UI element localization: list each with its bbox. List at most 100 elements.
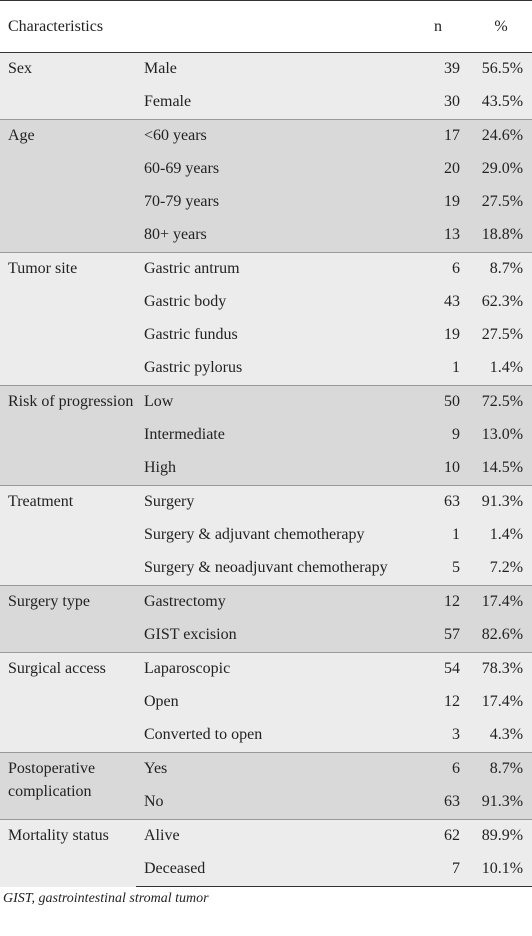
table-row: Gastric pylorus 1 1.4%	[0, 352, 532, 386]
row-n: 39	[414, 52, 463, 86]
row-n: 5	[414, 552, 463, 586]
table-row: No 63 91.3%	[0, 786, 532, 820]
table-row: Deceased 7 10.1%	[0, 853, 532, 887]
row-n: 20	[414, 153, 463, 186]
table-row: Age <60 years 17 24.6%	[0, 119, 532, 253]
row-n: 6	[414, 752, 463, 786]
row-percent: 91.3%	[462, 786, 532, 820]
row-percent: 18.8%	[462, 219, 532, 253]
row-percent: 7.2%	[462, 552, 532, 586]
table-row: Intermediate 9 13.0%	[0, 419, 532, 452]
row-value: 60-69 years	[136, 153, 415, 186]
row-value: Yes	[136, 752, 415, 786]
header-percent: %	[462, 0, 532, 53]
row-n: 17	[414, 119, 463, 153]
table-row: Surgery & neoadjuvant chemotherapy 5 7.2%	[0, 552, 532, 586]
row-percent: 8.7%	[462, 752, 532, 786]
row-n: 10	[414, 452, 463, 486]
row-n: 1	[414, 519, 463, 552]
group-label: Sex	[0, 52, 136, 120]
row-value: Open	[136, 686, 415, 719]
table-row: Treatment Surgery 63 91.3%	[0, 485, 532, 586]
row-n: 62	[414, 819, 463, 853]
row-value: Gastrectomy	[136, 585, 415, 619]
row-percent: 78.3%	[462, 652, 532, 686]
row-percent: 62.3%	[462, 286, 532, 319]
row-n: 63	[414, 786, 463, 820]
row-percent: 13.0%	[462, 419, 532, 452]
row-percent: 17.4%	[462, 585, 532, 619]
row-value: Alive	[136, 819, 415, 853]
row-value: GIST excision	[136, 619, 415, 653]
row-percent: 1.4%	[462, 352, 532, 386]
row-value: Male	[136, 52, 415, 86]
header-n: n	[414, 0, 463, 53]
row-value: Laparoscopic	[136, 652, 415, 686]
row-value: Intermediate	[136, 419, 415, 452]
table-row: Tumor site Gastric antrum 6 8.7%	[0, 252, 532, 386]
row-value: Female	[136, 86, 415, 120]
row-percent: 4.3%	[462, 719, 532, 753]
row-percent: 10.1%	[462, 853, 532, 887]
group-label: Surgery type	[0, 585, 136, 653]
row-percent: 27.5%	[462, 186, 532, 219]
row-n: 7	[414, 853, 463, 887]
row-percent: 24.6%	[462, 119, 532, 153]
table-row: Surgery & adjuvant chemotherapy 1 1.4%	[0, 519, 532, 552]
group-label: Mortality status	[0, 819, 136, 887]
row-percent: 14.5%	[462, 452, 532, 486]
header-row: Characteristics n %	[0, 0, 532, 53]
table-footnote: GIST, gastrointestinal stromal tumor	[3, 891, 209, 906]
table-row: Sex Male 39 56.5%	[0, 52, 532, 120]
characteristics-table: Characteristics n % Sex Male 39 56.5% Female…	[0, 0, 532, 887]
row-value: No	[136, 786, 415, 820]
table-row: High 10 14.5%	[0, 452, 532, 486]
row-value: Deceased	[136, 853, 415, 887]
table-row: Converted to open 3 4.3%	[0, 719, 532, 753]
row-n: 57	[414, 619, 463, 653]
row-value: Gastric body	[136, 286, 415, 319]
row-percent: 72.5%	[462, 385, 532, 419]
row-n: 13	[414, 219, 463, 253]
row-n: 9	[414, 419, 463, 452]
row-percent: 8.7%	[462, 252, 532, 286]
table-row: Gastric fundus 19 27.5%	[0, 319, 532, 352]
row-n: 12	[414, 585, 463, 619]
table-row: Female 30 43.5%	[0, 86, 532, 120]
header-characteristics: Characteristics	[0, 0, 415, 53]
table-row: Open 12 17.4%	[0, 686, 532, 719]
row-value: Surgery & neoadjuvant chemotherapy	[136, 552, 415, 586]
table-row: 60-69 years 20 29.0%	[0, 153, 532, 186]
row-value: 70-79 years	[136, 186, 415, 219]
row-n: 43	[414, 286, 463, 319]
row-n: 12	[414, 686, 463, 719]
table-row: Mortality status Alive 62 89.9%	[0, 819, 532, 887]
row-percent: 29.0%	[462, 153, 532, 186]
table-row: Surgical access Laparoscopic 54 78.3%	[0, 652, 532, 753]
table-header: Characteristics n %	[0, 0, 532, 53]
group-label: Age	[0, 119, 136, 253]
row-percent: 27.5%	[462, 319, 532, 352]
table-row: GIST excision 57 82.6%	[0, 619, 532, 653]
row-n: 50	[414, 385, 463, 419]
table-row: Postoperative complication Yes 6 8.7%	[0, 752, 532, 820]
row-value: Surgery	[136, 485, 415, 519]
row-value: Gastric pylorus	[136, 352, 415, 386]
table-body: Sex Male 39 56.5% Female 30 43.5% Age <60 years 1…	[0, 52, 532, 887]
table-row: 70-79 years 19 27.5%	[0, 186, 532, 219]
row-n: 19	[414, 319, 463, 352]
row-value: 80+ years	[136, 219, 415, 253]
row-value: Converted to open	[136, 719, 415, 753]
row-value: Gastric fundus	[136, 319, 415, 352]
row-percent: 82.6%	[462, 619, 532, 653]
row-percent: 43.5%	[462, 86, 532, 120]
row-percent: 17.4%	[462, 686, 532, 719]
row-percent: 1.4%	[462, 519, 532, 552]
row-n: 3	[414, 719, 463, 753]
row-percent: 56.5%	[462, 52, 532, 86]
group-label: Postoperative complication	[0, 752, 136, 820]
row-percent: 91.3%	[462, 485, 532, 519]
table-row: Gastric body 43 62.3%	[0, 286, 532, 319]
row-n: 54	[414, 652, 463, 686]
row-value: <60 years	[136, 119, 415, 153]
